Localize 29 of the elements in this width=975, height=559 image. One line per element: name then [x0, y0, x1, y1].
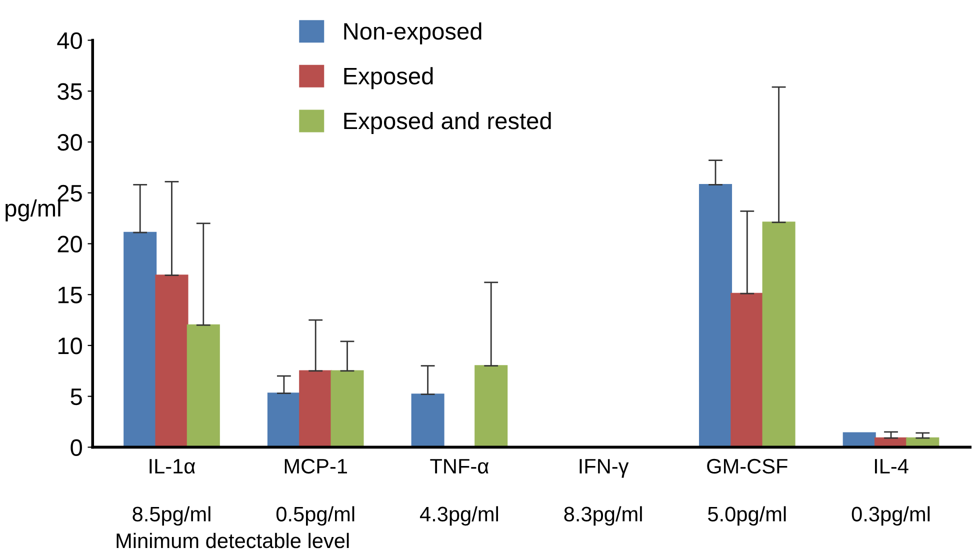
y-tick-label: 30: [58, 134, 82, 151]
legend-label: Exposed and rested: [344, 112, 551, 134]
category-label: IFN-γ 8.3pg/ml: [564, 459, 642, 526]
y-tick-label: 10: [58, 338, 82, 354]
y-tick-label: 15: [58, 286, 82, 304]
y-tick-label: 0: [70, 439, 82, 456]
category-label: GM-CSF 5.0pg/ml: [707, 458, 788, 526]
text: Minimum detectable level: [116, 532, 349, 548]
bar: [124, 232, 157, 448]
legend-label: Non-exposed: [344, 22, 482, 44]
bar: [730, 292, 764, 448]
bar: [299, 370, 332, 448]
y-tick-label: 20: [58, 236, 82, 253]
category-label: MCP-1 0.5pg/ml: [276, 458, 354, 526]
y-tick-label: 5: [70, 388, 82, 406]
bar: [186, 324, 220, 448]
bar: [762, 222, 796, 448]
category-label: IL-4 0.3pg/ml: [852, 459, 930, 526]
legend-label: Exposed: [344, 67, 433, 90]
bar: [698, 184, 732, 448]
y-tick-label: 35: [58, 83, 82, 100]
bar: [474, 365, 508, 448]
bar: [411, 394, 444, 448]
category-label: IL-1α 8.5pg/ml: [132, 459, 210, 526]
bar: [267, 392, 300, 448]
bar: [330, 370, 364, 448]
category-label: TNF-α 4.3pg/ml: [420, 459, 498, 526]
bar: [155, 274, 188, 448]
y-tick-label: 40: [57, 32, 82, 50]
